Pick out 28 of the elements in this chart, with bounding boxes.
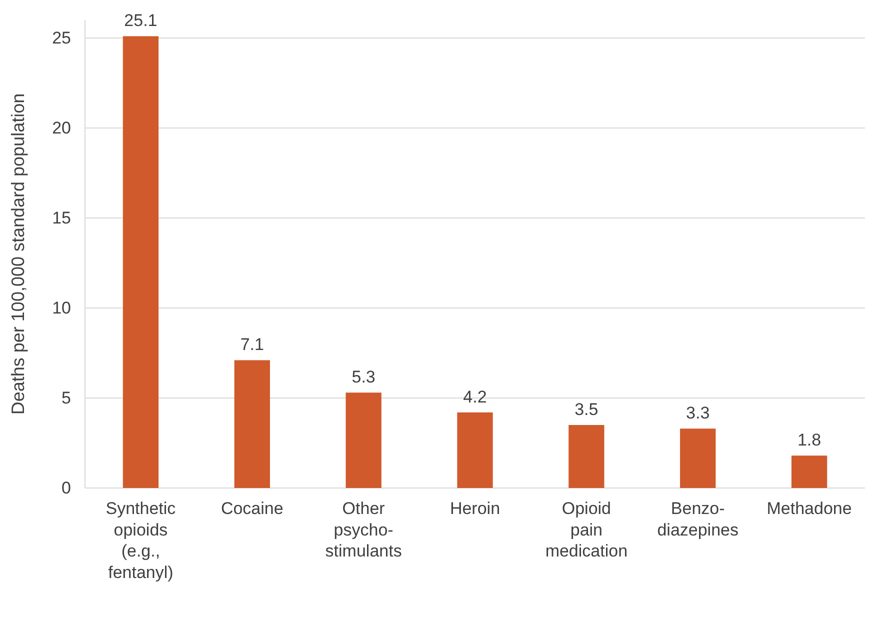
- data-label: 3.3: [686, 404, 710, 423]
- bar: [457, 412, 493, 488]
- data-label: 3.5: [574, 400, 598, 419]
- y-tick-label: 0: [62, 478, 71, 498]
- x-tick-label: Cocaine: [220, 499, 284, 518]
- x-tick-label: Methadone: [766, 499, 852, 518]
- data-label: 5.3: [352, 368, 376, 387]
- x-tick-label: Other psycho-stimulants: [325, 499, 402, 561]
- data-label: 7.1: [240, 335, 264, 354]
- data-label: 25.1: [124, 11, 158, 30]
- data-label: 4.2: [463, 387, 487, 406]
- bar: [346, 392, 382, 488]
- y-tick-label: 10: [52, 298, 71, 318]
- y-tick-label: 20: [52, 118, 71, 138]
- y-tick-label: 5: [62, 388, 71, 408]
- data-label: 1.8: [797, 430, 822, 450]
- bar: [680, 428, 716, 488]
- x-tick-label: Synthetic opioids (e.g., fentanyl): [106, 499, 176, 582]
- bar: [122, 36, 159, 488]
- x-tick-label: Benzo-diazepines: [657, 499, 738, 540]
- bar: [234, 360, 270, 488]
- y-tick-label: 25: [52, 28, 71, 48]
- x-tick-label: Heroin: [450, 499, 500, 518]
- y-axis-title: Deaths per 100,000 standard population: [8, 93, 28, 415]
- bar: [791, 456, 828, 488]
- y-tick-label: 15: [52, 208, 71, 228]
- x-tick-label: Opioid pain medication: [545, 499, 628, 561]
- bar: [568, 425, 604, 488]
